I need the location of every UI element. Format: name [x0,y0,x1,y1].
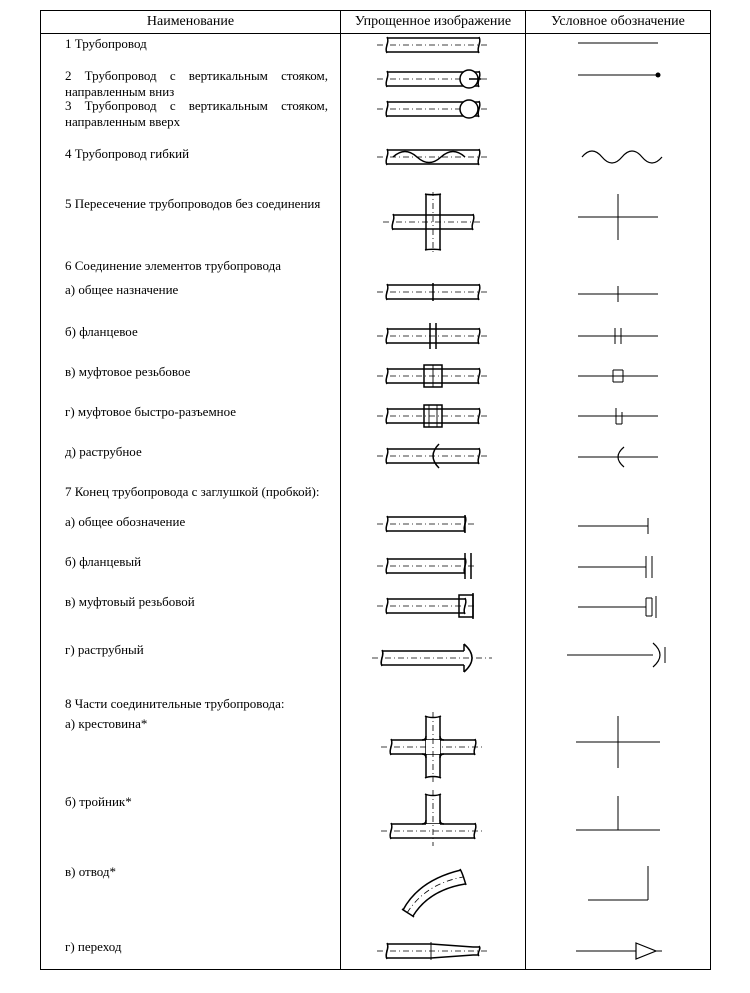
header-symbol: Условное обозначение [526,11,711,34]
row-label: в) отвод* [53,864,334,880]
symbol-drawing [526,36,710,50]
symbol-drawing [526,594,710,620]
row-label: 3 Трубопровод с вертикальным стояком, на… [53,98,334,131]
symbol-drawing [526,712,710,772]
row-label: д) раструбное [53,444,334,460]
symbol-drawing [526,514,710,538]
row-label: г) муфтовое быстро-разъемное [53,404,334,420]
simplified-drawing [341,280,525,304]
simplified-drawing [341,34,525,56]
symbols-table: Наименование Упрощенное изображение Усло… [40,10,711,970]
header-name: Наименование [41,11,341,34]
simplified-drawing [341,66,525,92]
symbol-drawing [526,638,710,672]
simplified-drawing [341,442,525,470]
row-label: а) крестовина* [53,716,334,732]
header-simplified: Упрощенное изображение [341,11,526,34]
row-label: г) раструбный [53,642,334,658]
symbol-drawing [526,790,710,840]
symbol-drawing [526,192,710,242]
simplified-drawing [341,96,525,122]
symbol-drawing [526,146,710,168]
symbol-drawing [526,444,710,470]
row-label: 5 Пересечение трубопроводов без соединен… [53,196,334,212]
symbol-drawing [526,404,710,428]
row-label: 1 Трубопровод [53,36,334,52]
simplified-drawing [341,322,525,350]
symbol-drawing [526,282,710,306]
row-label: а) общее обозначение [53,514,334,530]
simplified-drawing [341,937,525,965]
row-label: 4 Трубопровод гибкий [53,146,334,162]
simplified-drawing [341,592,525,620]
row-label: а) общее назначение [53,282,334,298]
row-label: 6 Соединение элементов трубопровода [53,258,334,274]
simplified-drawing [341,144,525,170]
symbol-drawing [526,324,710,348]
simplified-drawing [341,552,525,580]
symbol-drawing [526,364,710,388]
simplified-drawing [341,712,525,782]
simplified-drawing [341,192,525,252]
symbol-drawing [526,939,710,963]
row-label: в) муфтовый резьбовой [53,594,334,610]
row-label: 2 Трубопровод с вертикальным стояком, на… [53,68,334,101]
simplified-drawing [341,638,525,678]
row-label: б) фланцевое [53,324,334,340]
symbol-drawing [526,68,710,82]
simplified-drawing [341,512,525,536]
row-label: в) муфтовое резьбовое [53,364,334,380]
row-label: 8 Части соединительные трубопровода: [53,696,334,712]
row-label: г) переход [53,939,334,955]
symbol-drawing [526,860,710,910]
row-label: 7 Конец трубопровода с заглушкой (пробко… [53,484,334,500]
symbol-drawing [526,554,710,580]
simplified-drawing [341,860,525,920]
row-label: б) фланцевый [53,554,334,570]
simplified-drawing [341,790,525,846]
simplified-drawing [341,402,525,430]
row-label: б) тройник* [53,794,334,810]
simplified-drawing [341,362,525,390]
